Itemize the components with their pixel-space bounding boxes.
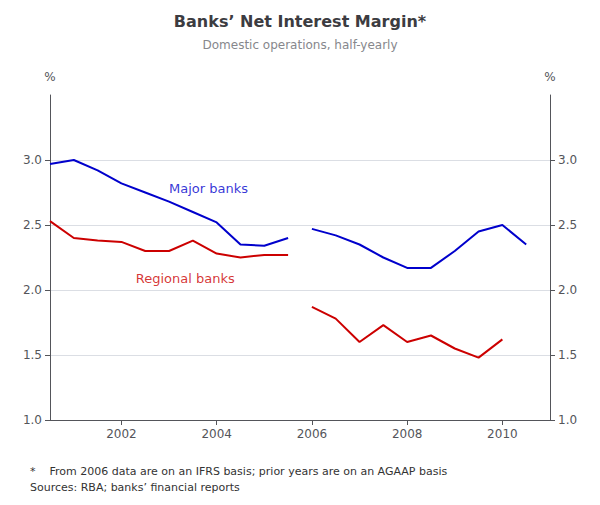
svg-text:2002: 2002 (106, 427, 137, 441)
svg-text:Major banks: Major banks (169, 181, 248, 196)
svg-text:1.5: 1.5 (558, 348, 577, 362)
svg-text:2.5: 2.5 (558, 218, 577, 232)
svg-text:%: % (44, 70, 55, 84)
svg-text:Banks’ Net Interest Margin*: Banks’ Net Interest Margin* (174, 12, 427, 31)
svg-text:%: % (544, 70, 555, 84)
svg-text:* From 2006 data are on an: * From 2006 data are on an IFRS basis; p… (30, 465, 447, 478)
svg-text:2.0: 2.0 (558, 283, 577, 297)
svg-text:2008: 2008 (392, 427, 423, 441)
svg-text:1.0: 1.0 (558, 413, 577, 427)
svg-text:1.0: 1.0 (23, 413, 42, 427)
svg-text:2004: 2004 (201, 427, 232, 441)
svg-text:2010: 2010 (487, 427, 518, 441)
svg-text:2.5: 2.5 (23, 218, 42, 232)
svg-text:Sources: RBA; banks’ financial: Sources: RBA; banks’ financial reports (30, 481, 240, 494)
svg-text:3.0: 3.0 (23, 153, 42, 167)
svg-text:1.5: 1.5 (23, 348, 42, 362)
svg-text:3.0: 3.0 (558, 153, 577, 167)
svg-text:2.0: 2.0 (23, 283, 42, 297)
svg-text:Domestic operations, half-year: Domestic operations, half-yearly (202, 38, 397, 52)
svg-text:Regional banks: Regional banks (136, 271, 235, 286)
svg-text:2006: 2006 (297, 427, 328, 441)
